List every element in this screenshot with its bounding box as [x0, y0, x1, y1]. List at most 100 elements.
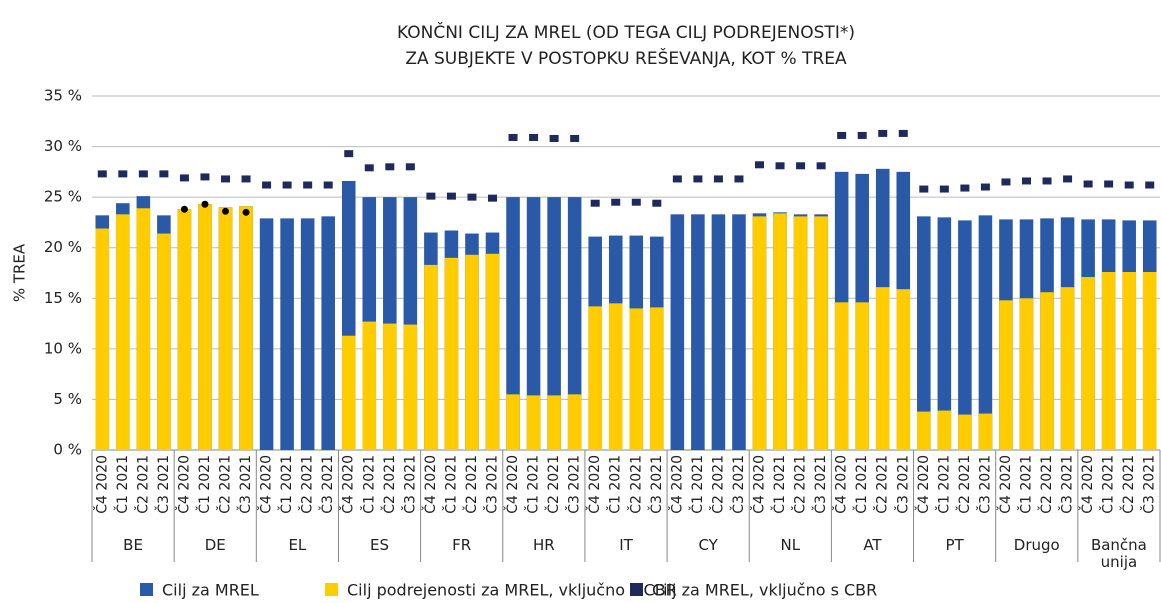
marker	[919, 185, 929, 193]
bar	[999, 300, 1013, 450]
x-tick-label: Č2 2021	[708, 455, 726, 514]
marker	[344, 150, 354, 158]
marker	[405, 163, 415, 171]
group-label: FR	[452, 536, 472, 554]
marker	[631, 198, 641, 206]
x-tick-label: Č4 2020	[996, 455, 1014, 514]
bar	[218, 207, 233, 450]
marker	[796, 162, 806, 170]
dot-marker	[201, 200, 209, 208]
bar	[444, 257, 459, 450]
x-tick-label: Č2 2021	[544, 455, 562, 514]
bar	[259, 218, 274, 450]
bar	[896, 289, 911, 450]
bar	[875, 287, 890, 450]
x-tick-label: Č4 2020	[750, 455, 768, 514]
group-label: Drugo	[1013, 536, 1060, 554]
marker	[672, 175, 682, 183]
bar	[588, 306, 602, 450]
bar	[773, 213, 787, 450]
marker	[385, 163, 395, 171]
bar	[341, 335, 356, 450]
bar	[958, 414, 972, 450]
marker	[200, 173, 210, 181]
x-tick-label: Č3 2021	[729, 455, 747, 514]
legend-label: Cilj za MREL, vključno s CBR	[652, 581, 877, 600]
x-tick-label: Č3 2021	[318, 455, 336, 514]
marker	[262, 181, 272, 189]
x-tick-label: Č3 2021	[811, 455, 829, 514]
bar	[403, 324, 418, 450]
bar	[280, 218, 294, 450]
bar	[506, 197, 520, 450]
marker	[652, 199, 662, 207]
bar	[670, 214, 685, 450]
bar	[547, 395, 561, 450]
x-tick-label: Č4 2020	[832, 455, 850, 514]
marker	[467, 193, 477, 201]
x-tick-label: Č4 2020	[914, 455, 932, 514]
marker	[159, 170, 169, 178]
marker	[1083, 180, 1093, 188]
bar	[732, 214, 746, 450]
marker	[1104, 180, 1114, 188]
marker	[734, 175, 744, 183]
bar	[198, 204, 212, 450]
x-tick-label: Č1 2021	[441, 455, 459, 514]
y-tick-label: 15 %	[44, 289, 82, 307]
marker	[611, 198, 621, 206]
marker	[323, 181, 333, 189]
bar	[383, 323, 397, 450]
marker	[529, 133, 539, 141]
x-tick-label: Č4 2020	[503, 455, 521, 514]
legend-label: Cilj podrejenosti za MREL, vključno s CB…	[347, 581, 677, 600]
bar	[1060, 287, 1075, 450]
marker	[1124, 181, 1134, 189]
bar	[526, 197, 541, 450]
bar	[691, 214, 705, 450]
group-label: EL	[288, 536, 307, 554]
marker	[549, 134, 559, 142]
x-tick-label: Č1 2021	[852, 455, 870, 514]
marker	[898, 129, 908, 137]
bar	[958, 220, 972, 450]
bar	[547, 197, 561, 450]
x-tick-label: Č1 2021	[195, 455, 213, 514]
x-tick-label: Č4 2020	[174, 455, 192, 514]
x-tick-label: Č4 2020	[92, 455, 110, 514]
x-tick-label: Č2 2021	[133, 455, 151, 514]
marker	[179, 174, 189, 182]
marker	[837, 131, 847, 139]
x-tick-label: Č4 2020	[257, 455, 275, 514]
bar	[834, 302, 849, 450]
bar	[526, 395, 541, 450]
bar	[300, 218, 315, 450]
dot-marker	[222, 207, 229, 215]
x-tick-label: Č1 2021	[688, 455, 706, 514]
y-tick-label: 35 %	[44, 87, 82, 105]
marker	[138, 170, 148, 178]
bar	[157, 233, 171, 450]
x-tick-label: Č1 2021	[1099, 455, 1117, 514]
y-axis-label: % TREA	[11, 243, 29, 302]
y-tick-label: 30 %	[44, 137, 82, 155]
x-tick-label: Č4 2020	[339, 455, 357, 514]
x-tick-label: Č2 2021	[626, 455, 644, 514]
marker	[303, 181, 313, 189]
chart-title: ZA SUBJEKTE V POSTOPKU REŠEVANJA, KOT % …	[405, 47, 847, 69]
x-tick-label: Č3 2021	[1058, 455, 1076, 514]
x-tick-label: Č2 2021	[462, 455, 480, 514]
bar	[978, 215, 993, 450]
x-tick-label: Č2 2021	[1037, 455, 1055, 514]
dot-marker	[242, 208, 250, 216]
x-tick-label: Č3 2021	[647, 455, 665, 514]
bar	[136, 208, 151, 450]
marker	[1063, 175, 1073, 183]
legend-label: Cilj za MREL	[162, 581, 259, 600]
group-label: BE	[123, 536, 143, 554]
x-tick-label: Č4 2020	[585, 455, 603, 514]
bar	[978, 413, 993, 450]
marker	[508, 133, 518, 141]
marker	[446, 192, 456, 200]
